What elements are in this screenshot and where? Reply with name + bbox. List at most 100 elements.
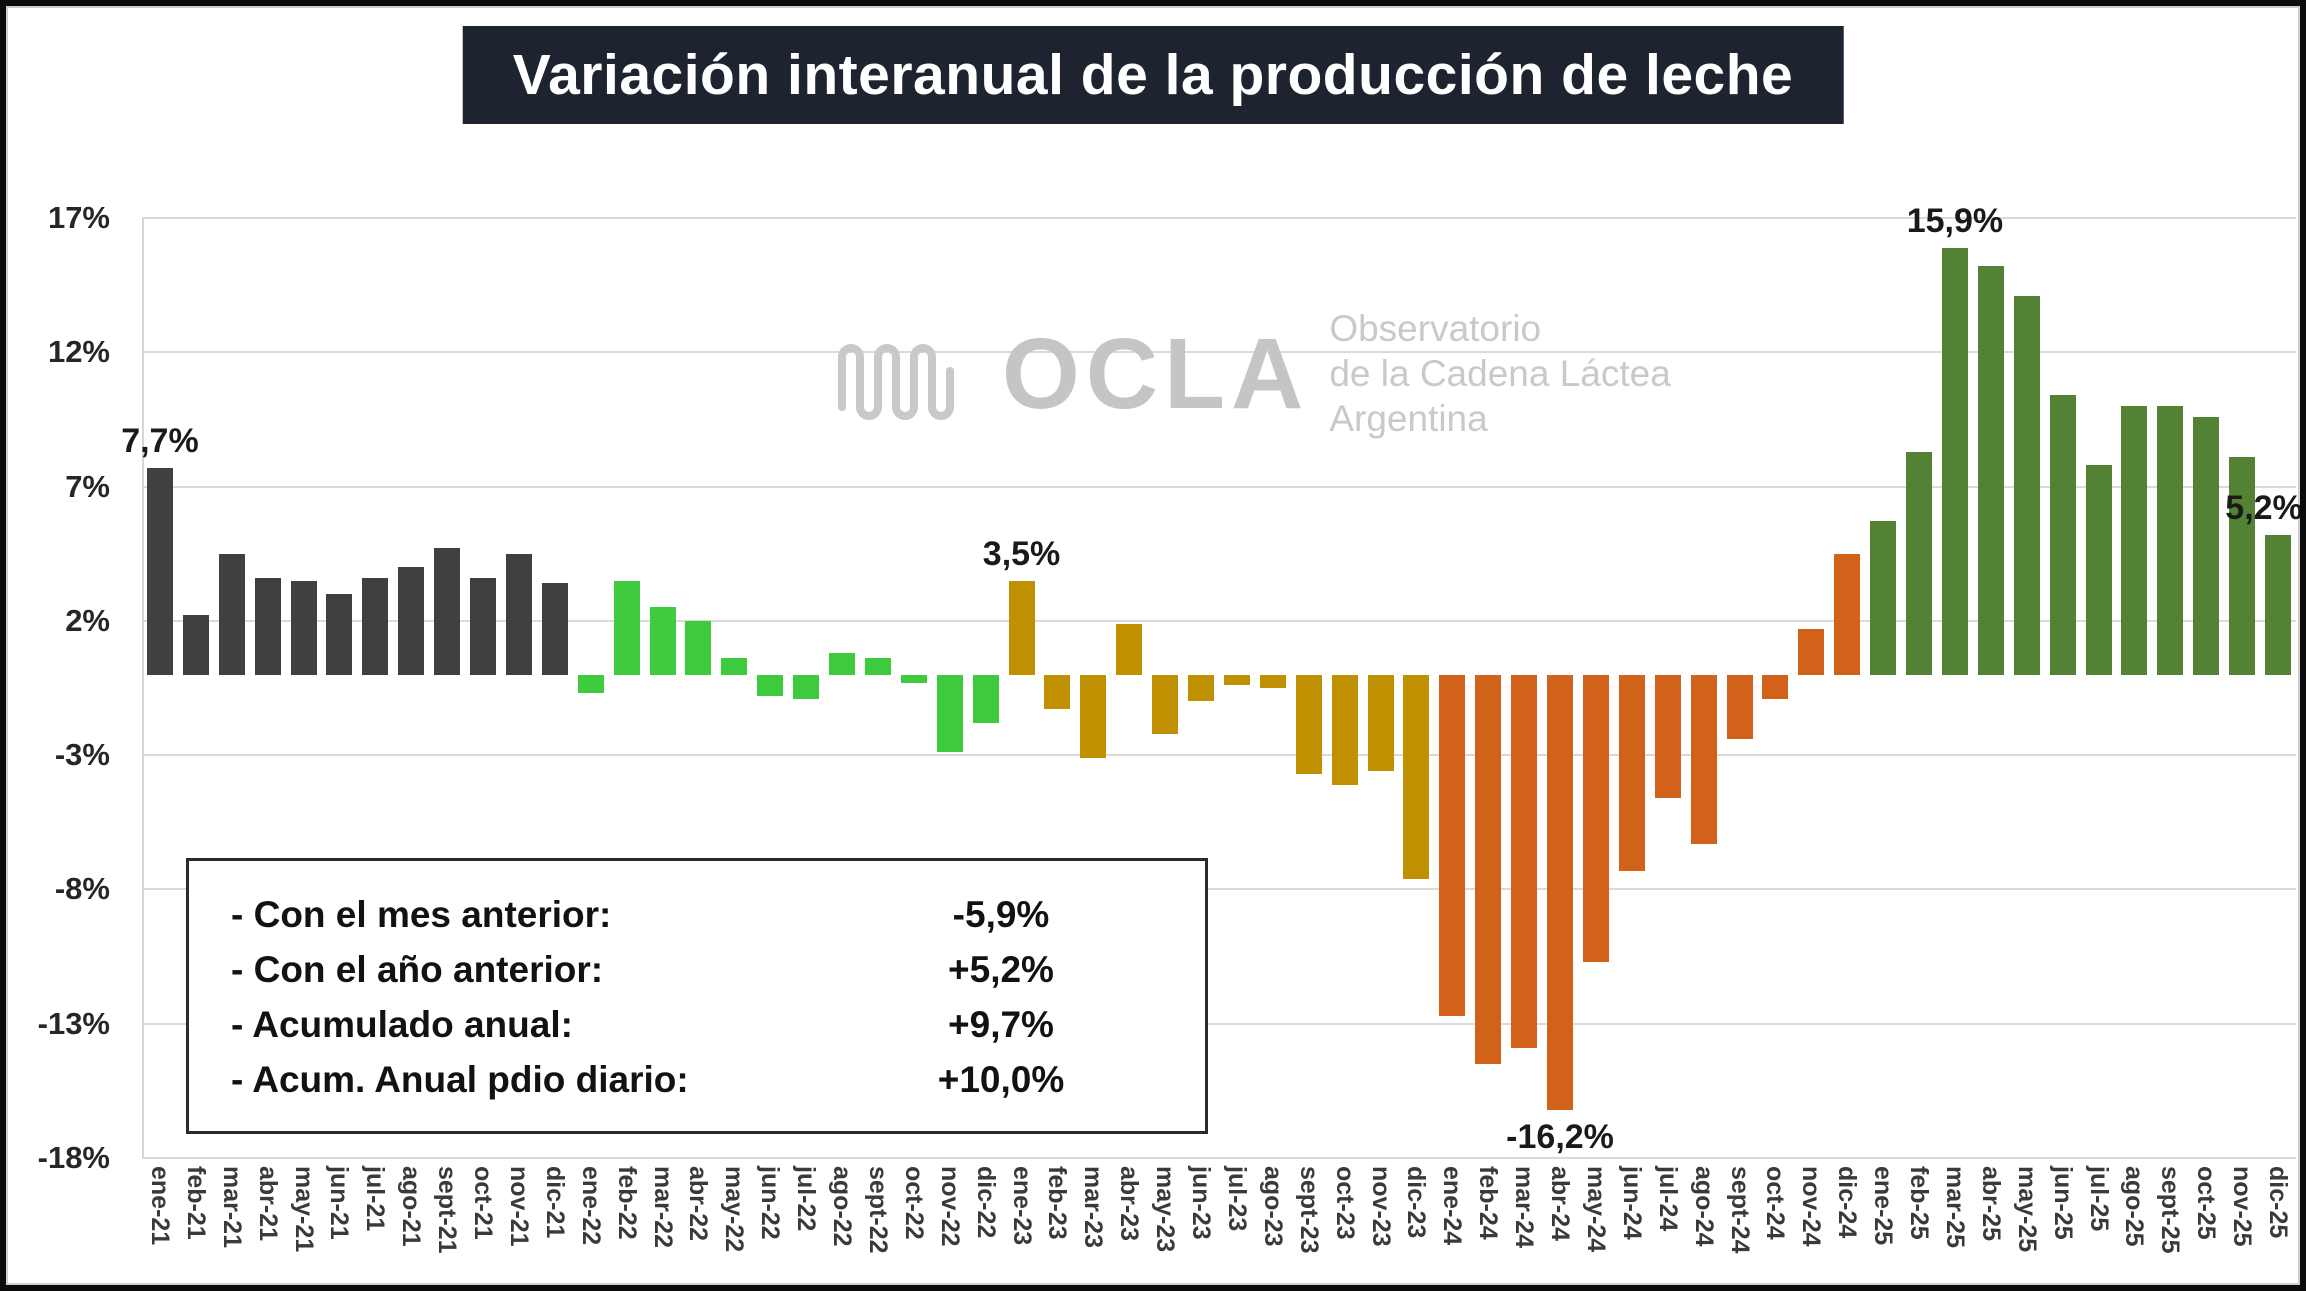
- bar-nov-23: [1367, 674, 1394, 772]
- bar-mar-25: [1941, 247, 1968, 675]
- x-axis-tick-label: jul-25: [2084, 1166, 2113, 1232]
- ocla-waveform-icon: [832, 311, 982, 436]
- bar-feb-25: [1906, 451, 1933, 675]
- x-axis-tick-label: jul-22: [792, 1166, 821, 1232]
- bar-sept-22: [864, 658, 891, 675]
- x-axis-tick-label: jul-23: [1222, 1166, 1251, 1232]
- x-axis-tick-label: oct-23: [1330, 1166, 1359, 1240]
- x-axis-tick-label: abr-24: [1546, 1166, 1575, 1242]
- bar-ago-23: [1259, 674, 1286, 688]
- x-axis-tick-label: may-23: [1151, 1166, 1180, 1253]
- bar-jul-23: [1223, 674, 1250, 686]
- x-axis-tick-label: sept-24: [1725, 1166, 1754, 1254]
- x-axis-tick-label: jun-24: [1617, 1166, 1646, 1240]
- x-axis-tick-label: sept-21: [433, 1166, 462, 1254]
- bar-value-label: 15,9%: [1906, 201, 2004, 240]
- x-axis-tick-label: may-25: [2012, 1166, 2041, 1253]
- x-axis-tick-label: ene-23: [1007, 1166, 1036, 1246]
- y-axis-tick-label: 2%: [65, 602, 110, 638]
- gridline: [142, 619, 2296, 622]
- x-axis-tick-label: jun-21: [325, 1166, 354, 1240]
- bar-value-label: 3,5%: [982, 534, 1061, 573]
- bar-nov-24: [1798, 628, 1825, 675]
- y-axis-tick-label: -3%: [54, 737, 110, 773]
- gridline: [142, 1157, 2296, 1159]
- x-axis-tick-label: ago-23: [1258, 1166, 1287, 1247]
- bar-oct-22: [900, 674, 927, 683]
- x-axis-tick-label: dic-25: [2264, 1166, 2293, 1239]
- x-axis-tick-label: sept-22: [863, 1166, 892, 1254]
- x-axis-tick-label: sept-25: [2156, 1166, 2185, 1254]
- summary-label: - Acumulado anual:: [231, 1004, 573, 1045]
- x-axis-tick-label: oct-25: [2192, 1166, 2221, 1240]
- x-axis-tick-label: mar-22: [648, 1166, 677, 1248]
- x-axis-tick-label: abr-23: [1115, 1166, 1144, 1242]
- bar-may-21: [290, 580, 317, 675]
- x-axis-tick-label: jul-24: [1653, 1166, 1682, 1232]
- x-axis-tick-label: dic-21: [540, 1166, 569, 1239]
- ocla-subtitle-line: Observatorio: [1329, 308, 1542, 349]
- x-axis-tick-label: may-22: [720, 1166, 749, 1253]
- bar-jun-23: [1188, 674, 1215, 702]
- x-axis-tick-label: ene-21: [145, 1166, 174, 1246]
- x-axis-tick-label: abr-21: [253, 1166, 282, 1242]
- bar-value-label: 5,2%: [2225, 488, 2303, 527]
- bar-abr-25: [1977, 266, 2004, 675]
- bar-jun-24: [1618, 674, 1645, 871]
- bar-oct-24: [1762, 674, 1789, 699]
- bar-mar-22: [649, 607, 676, 675]
- bar-dic-23: [1403, 674, 1430, 879]
- bar-may-22: [721, 658, 748, 675]
- x-axis-tick-label: feb-25: [1905, 1166, 1934, 1240]
- x-axis-tick-label: abr-25: [1976, 1166, 2005, 1242]
- bar-feb-22: [613, 580, 640, 675]
- gridline: [142, 888, 2296, 891]
- x-axis-tick-label: nov-24: [1797, 1166, 1826, 1247]
- bar-nov-22: [936, 674, 963, 753]
- summary-value: -5,9%: [952, 894, 1050, 935]
- x-axis-tick-label: jul-21: [361, 1166, 390, 1232]
- bar-ene-24: [1439, 674, 1466, 1016]
- bar-dic-24: [1834, 553, 1861, 675]
- x-axis-tick-label: ago-22: [828, 1166, 857, 1247]
- x-axis-tick-label: abr-22: [684, 1166, 713, 1242]
- bar-may-25: [2013, 295, 2040, 675]
- bar-sept-24: [1726, 674, 1753, 740]
- bar-jul-21: [362, 577, 389, 675]
- bar-jul-22: [793, 674, 820, 699]
- x-axis-tick-label: jun-22: [756, 1166, 785, 1240]
- bar-jun-25: [2049, 395, 2076, 675]
- bar-ago-22: [829, 653, 856, 675]
- x-axis-tick-label: ago-21: [397, 1166, 426, 1247]
- x-axis-tick-label: oct-22: [899, 1166, 928, 1240]
- ocla-watermark: OCLA Observatorio de la Cadena Láctea Ar…: [832, 306, 1671, 441]
- x-axis-tick-label: feb-23: [1043, 1166, 1072, 1240]
- y-axis-tick-label: 12%: [47, 334, 110, 370]
- summary-label: - Con el mes anterior:: [231, 894, 612, 935]
- x-axis-tick-label: ago-25: [2120, 1166, 2149, 1247]
- bar-jul-24: [1654, 674, 1681, 799]
- ocla-subtitle: Observatorio de la Cadena Láctea Argenti…: [1329, 306, 1671, 441]
- y-axis-line: [142, 218, 144, 1158]
- bar-ago-24: [1690, 674, 1717, 844]
- y-axis-tick-label: 17%: [47, 200, 110, 235]
- bar-ene-22: [577, 674, 604, 694]
- bar-sept-23: [1295, 674, 1322, 774]
- summary-row-anio-anterior: - Con el año anterior: +5,2%: [231, 942, 1195, 997]
- summary-row-mes-anterior: - Con el mes anterior: -5,9%: [231, 887, 1195, 942]
- x-axis-tick-label: nov-21: [504, 1166, 533, 1247]
- summary-value: +10,0%: [937, 1059, 1065, 1100]
- bar-abr-24: [1547, 674, 1574, 1110]
- x-axis-tick-label: mar-24: [1510, 1166, 1539, 1248]
- x-axis-tick-label: ene-22: [576, 1166, 605, 1246]
- y-axis-tick-label: -13%: [37, 1005, 110, 1041]
- x-axis-tick-label: jun-23: [1187, 1166, 1216, 1240]
- bar-value-label: 7,7%: [121, 421, 199, 460]
- x-axis-tick-label: dic-22: [971, 1166, 1000, 1239]
- x-axis-tick-label: oct-24: [1761, 1166, 1790, 1240]
- x-axis-tick-label: dic-24: [1833, 1166, 1862, 1239]
- bar-ene-21: [146, 467, 173, 675]
- bar-nov-25: [2229, 457, 2256, 675]
- bar-feb-23: [1044, 674, 1071, 710]
- bar-abr-21: [254, 577, 281, 675]
